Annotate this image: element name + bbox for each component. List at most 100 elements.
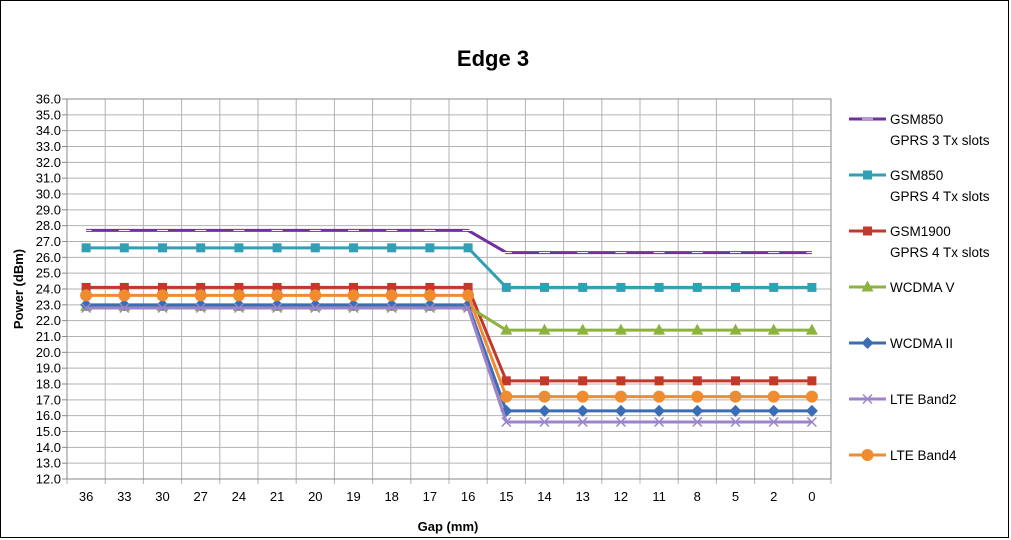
x-tick-label: 13 bbox=[575, 489, 589, 504]
data-point bbox=[538, 390, 551, 403]
data-point bbox=[805, 404, 818, 417]
data-point bbox=[769, 376, 779, 386]
data-point bbox=[385, 289, 398, 302]
y-tick-label: 26.0 bbox=[36, 250, 61, 265]
data-point bbox=[425, 282, 435, 292]
y-tick-label: 32.0 bbox=[36, 155, 61, 170]
y-tick-label: 25.0 bbox=[36, 266, 61, 281]
data-point bbox=[80, 289, 93, 302]
data-point bbox=[310, 302, 321, 314]
data-point bbox=[310, 282, 320, 292]
data-point bbox=[691, 323, 704, 335]
x-tick-label: 15 bbox=[499, 489, 513, 504]
data-point bbox=[807, 376, 817, 386]
x-tick-label: 18 bbox=[384, 489, 398, 504]
y-tick-label: 28.0 bbox=[36, 218, 61, 233]
data-point bbox=[731, 282, 740, 292]
data-point bbox=[769, 282, 779, 292]
y-tick-label: 30.0 bbox=[36, 187, 61, 202]
data-point bbox=[861, 449, 874, 461]
data-point bbox=[654, 376, 664, 386]
data-point bbox=[729, 404, 742, 417]
data-point bbox=[500, 390, 513, 403]
data-point bbox=[863, 170, 872, 180]
data-point bbox=[119, 302, 130, 314]
data-point bbox=[349, 243, 358, 253]
data-point bbox=[118, 289, 131, 302]
data-point bbox=[540, 376, 549, 386]
x-tick-label: 19 bbox=[346, 489, 360, 504]
data-point bbox=[425, 243, 435, 253]
x-tick-label: 12 bbox=[614, 489, 628, 504]
legend-label: GSM850 bbox=[890, 168, 943, 183]
data-point bbox=[653, 323, 666, 335]
data-point bbox=[767, 404, 780, 417]
legend-label: LTE Band4 bbox=[890, 448, 957, 463]
data-point bbox=[196, 282, 206, 292]
y-tick-label: 12.0 bbox=[36, 472, 61, 487]
data-point bbox=[119, 282, 129, 292]
legend-item: GSM850 GPRS 3 Tx slots bbox=[849, 112, 990, 148]
data-point bbox=[81, 282, 91, 292]
legend-item: LTE Band2 bbox=[849, 392, 957, 407]
series-line bbox=[86, 246, 812, 289]
data-point bbox=[730, 416, 741, 428]
data-point bbox=[272, 243, 282, 253]
legend-item: GSM1900 GPRS 4 Tx slots bbox=[849, 224, 990, 260]
series-1 bbox=[80, 228, 818, 255]
y-tick-label: 20.0 bbox=[36, 345, 61, 360]
data-point bbox=[271, 289, 284, 302]
data-point bbox=[349, 282, 358, 292]
data-point bbox=[616, 376, 626, 386]
y-tick-label: 17.0 bbox=[36, 392, 61, 407]
gridlines bbox=[66, 98, 832, 484]
data-point bbox=[158, 282, 167, 292]
x-tick-label: 30 bbox=[155, 489, 169, 504]
data-point bbox=[310, 243, 320, 253]
data-point bbox=[616, 282, 626, 292]
data-point bbox=[653, 390, 666, 403]
y-tick-label: 16.0 bbox=[36, 408, 61, 423]
data-point bbox=[805, 323, 818, 335]
data-point bbox=[348, 302, 359, 314]
data-point bbox=[862, 393, 873, 405]
data-point bbox=[539, 416, 550, 428]
data-point bbox=[807, 282, 817, 292]
data-point bbox=[501, 416, 512, 428]
series-line bbox=[86, 285, 812, 383]
data-point bbox=[861, 337, 874, 349]
data-point bbox=[614, 390, 627, 403]
data-point bbox=[347, 289, 360, 302]
legend-label: GSM850 bbox=[890, 112, 943, 127]
y-tick-label: 18.0 bbox=[36, 377, 61, 392]
legend-label: GPRS 4 Tx slots bbox=[890, 245, 990, 260]
data-point bbox=[653, 404, 666, 417]
legend-label: GPRS 3 Tx slots bbox=[890, 133, 990, 148]
data-point bbox=[119, 243, 129, 253]
series-line bbox=[86, 228, 812, 255]
data-point bbox=[423, 289, 436, 302]
y-tick-label: 19.0 bbox=[36, 361, 61, 376]
data-point bbox=[234, 282, 244, 292]
x-tick-label: 33 bbox=[117, 489, 131, 504]
data-point bbox=[309, 289, 322, 302]
y-tick-label: 29.0 bbox=[36, 202, 61, 217]
data-point bbox=[614, 404, 627, 417]
data-point bbox=[234, 243, 244, 253]
x-tick-label: 16 bbox=[461, 489, 475, 504]
data-point bbox=[196, 243, 206, 253]
data-point bbox=[729, 323, 742, 335]
data-point bbox=[729, 390, 742, 403]
series-6 bbox=[81, 302, 817, 428]
data-point bbox=[654, 282, 664, 292]
series-7 bbox=[80, 289, 818, 403]
y-axis-title: Power (dBm) bbox=[11, 249, 26, 329]
data-point bbox=[462, 289, 475, 302]
x-tick-label: 17 bbox=[423, 489, 437, 504]
series-line bbox=[86, 293, 812, 399]
y-tick-label: 14.0 bbox=[36, 440, 61, 455]
legend: GSM850 GPRS 3 Tx slots GSM850 GPRS 4 Tx slo… bbox=[849, 112, 990, 463]
data-point bbox=[692, 416, 703, 428]
